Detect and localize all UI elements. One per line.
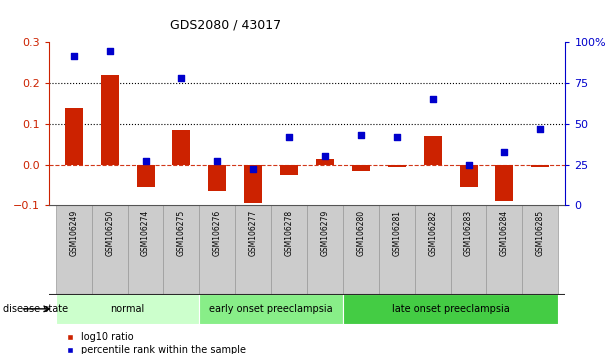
Bar [307,205,343,294]
Text: late onset preeclampsia: late onset preeclampsia [392,304,510,314]
Text: early onset preeclampsia: early onset preeclampsia [209,304,333,314]
Point [320,154,330,159]
Bar [173,130,190,165]
Bar [199,294,343,324]
Point [500,149,510,154]
Bar [101,75,119,165]
Bar [522,205,558,294]
Legend: log10 ratio, percentile rank within the sample: log10 ratio, percentile rank within the … [66,332,246,354]
Text: GSM106282: GSM106282 [428,210,437,256]
Point [464,162,474,167]
Bar [164,205,199,294]
Bar [209,165,226,191]
Point [69,53,78,58]
Point [356,132,366,138]
Text: GSM106280: GSM106280 [356,210,365,256]
Bar [56,294,199,324]
Bar [531,165,549,167]
Text: GSM106279: GSM106279 [320,210,330,256]
Text: GSM106276: GSM106276 [213,210,222,256]
Bar [388,165,406,167]
Bar [235,205,271,294]
Bar [92,205,128,294]
Bar [244,165,262,203]
Point [392,134,402,140]
Bar [343,205,379,294]
Text: GSM106250: GSM106250 [105,210,114,256]
Bar [379,205,415,294]
Bar [343,294,558,324]
Text: normal: normal [111,304,145,314]
Bar [496,165,513,201]
Bar [128,205,164,294]
Text: GSM106249: GSM106249 [69,210,78,256]
Bar [271,205,307,294]
Bar [451,205,486,294]
Bar [280,165,298,175]
Text: GSM106277: GSM106277 [249,210,258,256]
Bar [352,165,370,171]
Text: GSM106275: GSM106275 [177,210,186,256]
Point [536,126,545,132]
Bar [65,108,83,165]
Point [428,97,438,102]
Text: GSM106285: GSM106285 [536,210,545,256]
Bar [460,165,477,187]
Bar [316,159,334,165]
Text: GSM106284: GSM106284 [500,210,509,256]
Bar [137,165,154,187]
Text: GSM106283: GSM106283 [464,210,473,256]
Bar [415,205,451,294]
Text: GSM106281: GSM106281 [392,210,401,256]
Text: GSM106278: GSM106278 [285,210,294,256]
Point [212,159,222,164]
Point [284,134,294,140]
Text: GDS2080 / 43017: GDS2080 / 43017 [170,19,282,32]
Text: GSM106274: GSM106274 [141,210,150,256]
Bar [424,136,441,165]
Text: disease state: disease state [3,304,68,314]
Bar [199,205,235,294]
Bar [56,205,92,294]
Point [248,167,258,172]
Point [140,159,150,164]
Bar [486,205,522,294]
Point [176,75,186,81]
Point [105,48,114,53]
